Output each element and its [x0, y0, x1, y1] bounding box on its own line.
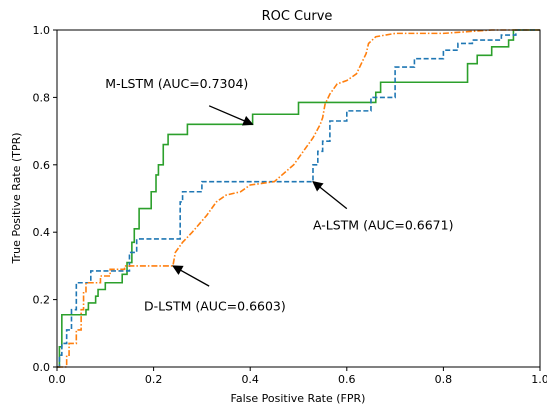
y-tick-label: 0.4: [33, 226, 51, 239]
x-axis-label: False Positive Rate (FPR): [231, 392, 366, 405]
x-tick-label: 0.6: [338, 373, 356, 386]
x-tick-label: 0.4: [241, 373, 259, 386]
annotations: M-LSTM (AUC=0.7304) A-LSTM (AUC=0.6671) D-…: [105, 76, 453, 313]
x-tick-label: 1.0: [531, 373, 547, 386]
y-axis-label: True Positive Rate (TPR): [10, 132, 23, 264]
y-tick-label: 0.6: [33, 159, 51, 172]
plot-frame: [56, 29, 541, 368]
m-lstm-annotation-arrow: [208, 105, 254, 126]
m-lstm-annotation-label: M-LSTM (AUC=0.7304): [105, 76, 248, 91]
y-tick-label: 0.0: [33, 361, 51, 374]
y-tick-label: 0.2: [33, 294, 51, 307]
d-lstm-annotation-label: D-LSTM (AUC=0.6603): [144, 298, 286, 313]
a-lstm-roc-line: [57, 29, 540, 368]
x-tick-label: 0.0: [48, 373, 66, 386]
x-axis-ticks: 0.0 0.2 0.4 0.6 0.8 1.0: [48, 367, 547, 386]
y-axis-ticks: 0.0 0.2 0.4 0.6 0.8 1.0: [33, 24, 57, 374]
a-lstm-annotation-arrow: [312, 181, 348, 210]
m-lstm-roc-line: [57, 29, 540, 368]
x-tick-label: 0.2: [145, 373, 163, 386]
x-tick-label: 0.8: [435, 373, 453, 386]
d-lstm-annotation-arrow: [172, 265, 210, 287]
y-tick-label: 1.0: [33, 24, 51, 37]
plot-lines: [57, 29, 540, 368]
d-lstm-roc-line: [57, 29, 540, 368]
a-lstm-annotation-label: A-LSTM (AUC=0.6671): [313, 217, 453, 232]
chart-title: ROC Curve: [262, 9, 333, 24]
y-tick-label: 0.8: [33, 91, 51, 104]
